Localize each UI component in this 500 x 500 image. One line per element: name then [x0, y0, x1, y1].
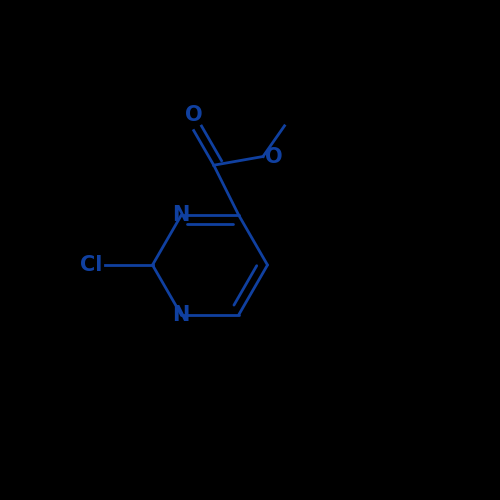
Text: O: O	[185, 104, 202, 124]
Text: O: O	[266, 146, 283, 167]
Text: N: N	[172, 305, 190, 325]
Text: N: N	[172, 205, 190, 225]
Text: Cl: Cl	[80, 255, 102, 275]
